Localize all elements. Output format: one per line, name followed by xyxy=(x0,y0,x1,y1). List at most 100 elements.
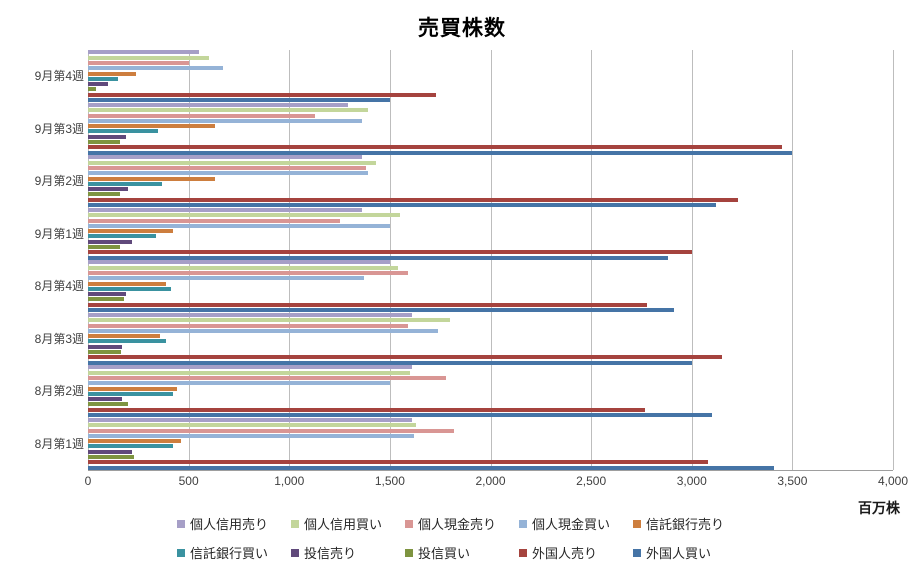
bar xyxy=(88,465,775,470)
legend-swatch xyxy=(177,519,185,528)
bar xyxy=(88,417,412,422)
bar xyxy=(88,308,674,313)
bar xyxy=(88,71,137,76)
bar xyxy=(88,92,437,97)
bar xyxy=(88,160,376,165)
legend-item: 投信買い xyxy=(405,543,519,562)
bar xyxy=(88,391,173,396)
bar xyxy=(88,255,668,260)
bar xyxy=(88,124,215,129)
bar xyxy=(88,265,398,270)
bar xyxy=(88,365,412,370)
bar xyxy=(88,87,97,92)
gridline xyxy=(893,50,894,470)
legend-label: 個人信用売り xyxy=(190,517,269,532)
bar xyxy=(88,328,439,333)
bar xyxy=(88,181,163,186)
bar xyxy=(88,76,119,81)
bar-group xyxy=(88,50,893,103)
legend-label: 信託銀行売り xyxy=(646,517,725,532)
bar xyxy=(88,98,390,103)
bar xyxy=(88,302,648,307)
legend-label: 個人現金買い xyxy=(532,517,611,532)
bar xyxy=(88,203,716,208)
bar xyxy=(88,339,167,344)
bar xyxy=(88,271,408,275)
bar xyxy=(88,460,708,465)
legend-item: 外国人売り xyxy=(519,543,633,562)
bar xyxy=(88,171,368,176)
bar xyxy=(88,244,121,249)
x-tick-label: 3,000 xyxy=(676,474,707,488)
bar xyxy=(88,82,109,87)
y-axis-category-label: 9月第4週 xyxy=(34,69,84,83)
bar-group xyxy=(88,207,893,261)
bar xyxy=(88,386,177,391)
bar xyxy=(88,281,167,286)
bar xyxy=(88,407,646,412)
gridline xyxy=(792,50,794,470)
bar xyxy=(88,286,171,291)
bar xyxy=(88,55,209,60)
bar xyxy=(88,50,199,55)
bar xyxy=(88,370,410,375)
bar xyxy=(88,229,173,234)
legend-label: 投信売り xyxy=(304,546,357,561)
bar xyxy=(88,423,417,428)
bar xyxy=(88,150,793,155)
bar xyxy=(88,187,129,192)
legend-item: 信託銀行買い xyxy=(177,543,291,562)
bar xyxy=(88,213,400,218)
bar xyxy=(88,166,366,170)
x-tick-label: 2,000 xyxy=(475,474,506,488)
bar xyxy=(88,292,127,297)
bar xyxy=(88,276,364,281)
bar xyxy=(88,344,123,349)
legend-swatch xyxy=(519,519,527,528)
bar xyxy=(88,192,121,197)
legend-swatch xyxy=(519,548,527,557)
bar xyxy=(88,297,125,302)
y-axis-category-label: 8月第3週 xyxy=(34,331,84,346)
bar xyxy=(88,207,362,212)
bar xyxy=(88,239,133,244)
gridline xyxy=(691,50,693,470)
bar xyxy=(88,449,133,454)
legend-label: 個人現金売り xyxy=(418,517,497,532)
y-axis-category-label: 8月第2週 xyxy=(34,384,84,398)
bar xyxy=(88,129,159,134)
legend-item: 個人信用買い xyxy=(291,514,405,533)
legend-swatch xyxy=(405,519,413,528)
legend-label: 外国人売り xyxy=(532,546,598,561)
bar xyxy=(88,176,215,181)
bar xyxy=(88,250,692,255)
bar-group xyxy=(88,312,893,366)
gridline xyxy=(490,50,492,470)
bar-group xyxy=(88,102,893,156)
y-axis-category-label: 8月第1週 xyxy=(34,436,84,451)
legend-swatch xyxy=(633,548,641,557)
x-tick-label: 1,500 xyxy=(374,474,405,488)
legend-label: 信託銀行買い xyxy=(190,546,269,561)
bar xyxy=(88,349,122,354)
x-tick-label: 2,500 xyxy=(576,474,607,488)
bar xyxy=(88,318,451,323)
legend-label: 投信買い xyxy=(418,546,471,561)
bar xyxy=(88,444,173,449)
bar xyxy=(88,260,390,265)
bar xyxy=(88,433,415,438)
gridline xyxy=(591,50,593,470)
gridline xyxy=(188,50,190,470)
y-axis-category-label: 9月第1週 xyxy=(34,226,84,241)
bar xyxy=(88,360,692,365)
bar xyxy=(88,234,157,239)
legend-swatch xyxy=(177,548,185,557)
bar xyxy=(88,454,135,459)
bar xyxy=(88,439,181,444)
y-axis-category-label: 9月第3週 xyxy=(34,121,84,136)
x-tick-label: 3,500 xyxy=(777,474,808,488)
legend-swatch xyxy=(633,519,641,528)
bar xyxy=(88,66,223,71)
legend-swatch xyxy=(291,519,299,528)
